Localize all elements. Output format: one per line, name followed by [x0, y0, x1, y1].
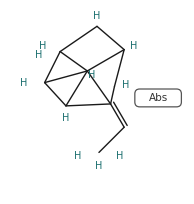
Text: H: H: [130, 41, 137, 51]
Text: H: H: [122, 80, 130, 90]
FancyBboxPatch shape: [135, 89, 181, 107]
Text: H: H: [20, 78, 27, 88]
Text: H: H: [116, 151, 124, 161]
Text: H: H: [88, 70, 95, 80]
Text: H: H: [39, 41, 47, 51]
Text: H: H: [93, 11, 101, 21]
Text: H: H: [95, 161, 103, 171]
Text: H: H: [35, 50, 43, 60]
Text: H: H: [74, 151, 81, 161]
Text: Abs: Abs: [148, 93, 168, 103]
Text: H: H: [62, 113, 70, 123]
